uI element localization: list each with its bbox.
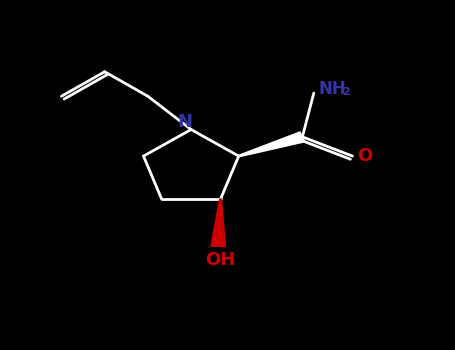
Polygon shape <box>211 199 226 247</box>
Text: 2: 2 <box>343 87 350 97</box>
Text: N: N <box>178 113 192 131</box>
Text: NH: NH <box>318 79 346 98</box>
Text: O: O <box>357 147 372 165</box>
Text: OH: OH <box>205 251 236 269</box>
Polygon shape <box>238 132 305 157</box>
